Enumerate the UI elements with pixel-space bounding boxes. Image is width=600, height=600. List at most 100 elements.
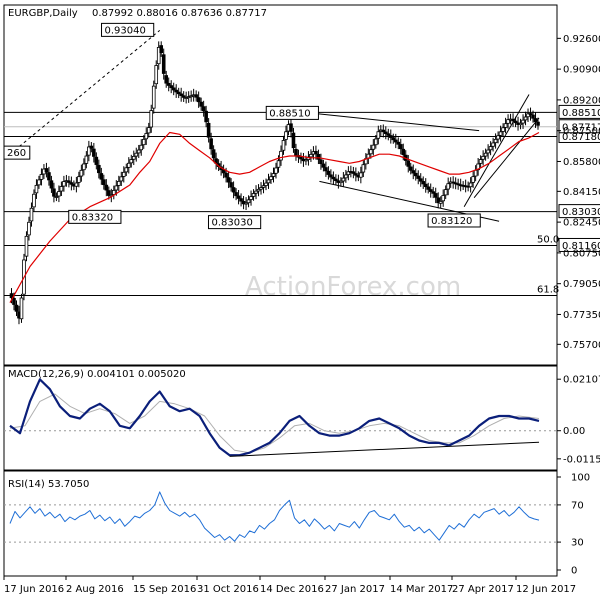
price-panel-frame	[3, 4, 558, 366]
price-candle-body	[346, 171, 351, 176]
price-candle-body	[259, 187, 263, 190]
price-candle-body	[354, 173, 358, 176]
x-tick-label: 27 Apr 2017	[452, 584, 514, 595]
price-candle-body	[69, 182, 74, 185]
price-levels: 0.88510 0.87180 0.83030 0.81160 0.87717 50.0 6…	[4, 104, 600, 296]
price-candle-body	[369, 149, 373, 155]
price-candle-body	[201, 106, 206, 112]
price-candle-body	[393, 139, 398, 143]
price-candle-body	[144, 133, 149, 140]
price-candle-body	[206, 122, 211, 138]
price-annotations: 0.93040 0.88510 0.83320 0.83030 0.83120 260	[3, 22, 481, 230]
price-candle-body	[521, 119, 525, 124]
price-candle-body	[181, 95, 186, 98]
price-level-label: 0.88510	[562, 108, 600, 119]
price-candle-body	[29, 207, 34, 222]
price-candle-body	[428, 189, 433, 192]
price-candle-body	[398, 144, 403, 150]
price-candle-body	[196, 97, 201, 103]
price-candle-body	[341, 177, 346, 182]
price-candle-body	[351, 171, 356, 174]
price-candle-body	[249, 196, 253, 200]
price-candle-body	[481, 155, 485, 160]
rsi-panel-title: RSI(14) 53.7050	[8, 479, 89, 490]
price-candle-body	[344, 174, 348, 179]
price-candle-body	[236, 195, 241, 199]
rsi-levels	[4, 504, 557, 543]
price-candle-body	[451, 181, 455, 184]
price-candle-body	[468, 182, 473, 188]
macd-panel-title: MACD(12,26,9) 0.004101 0.005020	[8, 369, 186, 380]
price-candle-body	[179, 93, 183, 96]
price-candle-body	[294, 148, 298, 156]
price-candle-body	[146, 127, 151, 134]
rsi-line	[9, 491, 540, 542]
price-candle-body	[456, 183, 460, 186]
price-candle-body	[12, 297, 16, 305]
price-annotation-box	[68, 209, 122, 224]
price-candle-body	[184, 97, 188, 99]
price-candle-body	[511, 118, 515, 122]
price-candle-body	[176, 91, 181, 95]
price-candle-body	[396, 141, 401, 145]
price-candle-body	[209, 138, 213, 150]
price-annotation-box	[3, 145, 31, 160]
price-candle-body	[186, 96, 191, 99]
price-candle-body	[116, 180, 121, 186]
price-candle-body	[261, 185, 266, 188]
price-candle-body	[401, 148, 406, 155]
price-candle-body	[446, 183, 450, 190]
price-candle-body	[134, 152, 139, 157]
rsi-y-tick-label: 30	[571, 538, 584, 549]
price-candle-body	[408, 166, 413, 171]
price-candle-body	[383, 131, 388, 134]
price-level-label: 0.87180	[562, 132, 600, 143]
price-candle-body	[523, 116, 528, 121]
price-trendlines	[9, 29, 540, 222]
price-candle-body	[374, 138, 378, 146]
current-price-marker	[558, 119, 600, 134]
rsi-panel: 100 70 30 0 RSI(14) 53.7050	[3, 470, 590, 577]
price-candle-body	[204, 110, 208, 123]
price-candle-body	[124, 167, 129, 173]
current-price-label: 0.87717	[562, 122, 600, 133]
price-candle-body	[226, 177, 231, 183]
price-candle-body	[79, 169, 84, 177]
price-candle-body	[59, 186, 64, 192]
price-candle-body	[501, 127, 505, 132]
macd-trendline	[229, 441, 540, 457]
fib-level-label: 50.0	[537, 234, 559, 245]
price-candle-body	[194, 94, 198, 98]
x-axis: 17 Jun 2016 2 Aug 2016 15 Sep 2016 31 Oct 2…	[3, 576, 576, 595]
price-candle-body	[388, 135, 393, 138]
macd-y-tick-label: -0.011507	[563, 454, 600, 465]
price-candle-body	[528, 113, 533, 116]
price-candle-body	[513, 120, 518, 124]
price-level-label: 0.81160	[562, 241, 600, 252]
price-candle-body	[279, 150, 283, 161]
macd-signal-line	[9, 393, 540, 454]
price-candle-body	[503, 123, 508, 128]
price-trendline	[304, 111, 480, 132]
price-candle-body	[324, 167, 328, 172]
price-level-marker	[558, 104, 600, 119]
price-candle-body	[39, 174, 44, 180]
rsi-y-tick-label: 0	[571, 566, 577, 577]
price-annotation-box	[427, 213, 481, 228]
price-candle-body	[94, 156, 99, 165]
price-candle-body	[321, 163, 326, 168]
price-candle-body	[114, 185, 119, 191]
moving-average-line	[9, 131, 540, 303]
price-candle-body	[171, 87, 176, 91]
price-trendline	[9, 29, 161, 155]
price-candle-body	[299, 156, 303, 160]
price-candle-body	[32, 193, 36, 208]
price-candle-body	[423, 183, 428, 188]
price-candle-body	[536, 121, 540, 126]
price-level-marker	[558, 237, 600, 252]
price-candle-body	[52, 188, 56, 197]
price-candle-body	[421, 181, 426, 185]
price-candle-body	[49, 180, 54, 189]
